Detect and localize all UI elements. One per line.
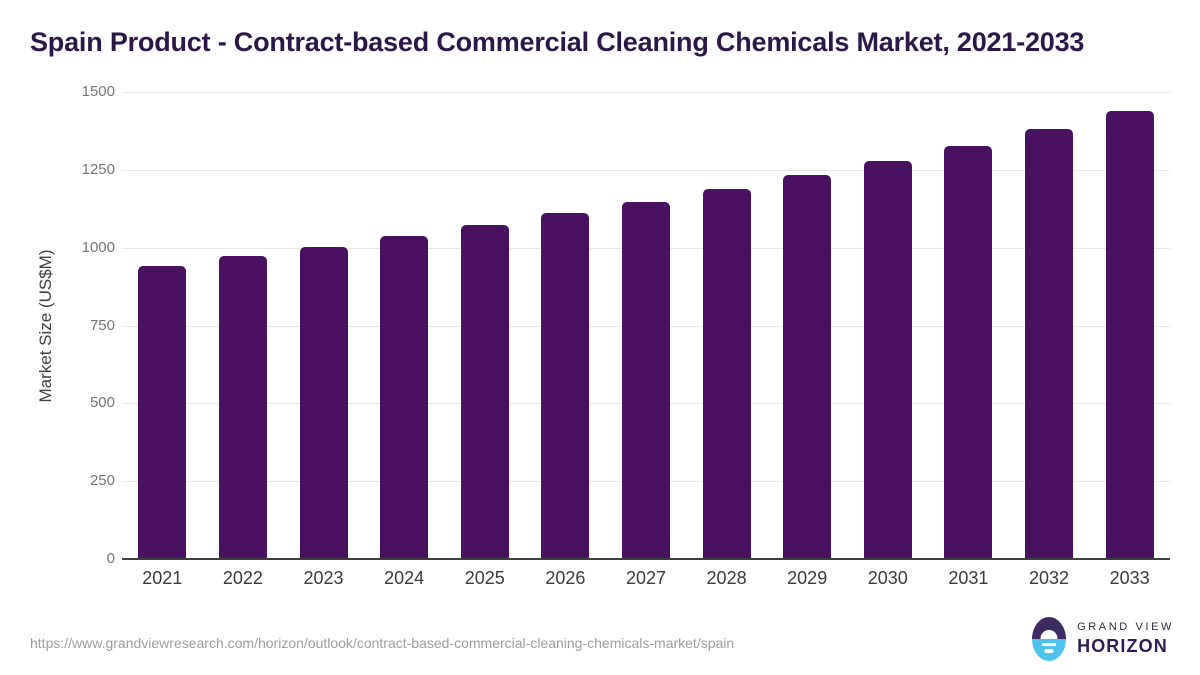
logo-brand-line: GRAND VIEW (1077, 621, 1174, 633)
x-axis-line (122, 558, 1170, 560)
y-axis-tick-labels: 0 250 500 750 1000 1250 1500 (55, 84, 115, 567)
y-tick-1000: 1000 (81, 238, 115, 256)
x-axis-tick-labels: 2021 2022 2023 2024 2025 2026 2027 2028 2029 2030… (122, 568, 1170, 589)
bar-2024 (380, 235, 429, 559)
logo-text: GRAND VIEW HORIZON (1077, 621, 1174, 657)
bar-2028 (702, 189, 751, 559)
bar-slot-2032 (1009, 92, 1090, 559)
logo-reflection-bar-1 (1042, 642, 1057, 646)
chart-title: Spain Product - Contract-based Commercia… (30, 27, 1085, 57)
gridline-1250 (122, 169, 1170, 171)
source-url: https://www.grandviewresearch.com/horizo… (30, 635, 735, 651)
bar-2023 (299, 246, 348, 559)
x-tick-2023: 2023 (303, 568, 344, 588)
bar-slot-2033 (1089, 92, 1170, 559)
y-tick-750: 750 (89, 316, 115, 334)
y-tick-500: 500 (89, 394, 115, 412)
bar-slot-2024 (364, 92, 445, 559)
x-tick-2029: 2029 (787, 568, 828, 588)
x-tick-2025: 2025 (464, 568, 505, 588)
bar-slot-2025 (444, 92, 525, 559)
x-tick-2032: 2032 (1028, 568, 1070, 588)
sunrise-logo-icon (1032, 617, 1067, 661)
bar-slot-2030 (847, 92, 928, 559)
bar-2032 (1025, 128, 1073, 559)
bar-2021 (138, 266, 187, 559)
plot-area (122, 92, 1170, 560)
y-axis-title: Market Size (US$M) (36, 249, 55, 403)
x-tick-2030: 2030 (867, 568, 908, 588)
x-tick-2028: 2028 (706, 568, 747, 588)
bar-slot-2026 (525, 92, 606, 559)
logo-reflection-bar-2 (1044, 649, 1054, 653)
bar-slot-2027 (606, 92, 687, 559)
bar-2030 (863, 161, 912, 559)
y-tick-0: 0 (106, 550, 115, 567)
grandview-horizon-logo: GRAND VIEW HORIZON (1032, 617, 1174, 661)
bar-slot-2023 (283, 92, 364, 559)
bar-2031 (944, 145, 993, 559)
y-tick-250: 250 (89, 472, 115, 490)
y-tick-1250: 1250 (81, 160, 115, 178)
logo-sun-dome (1040, 630, 1058, 639)
x-tick-2033: 2033 (1109, 568, 1150, 588)
bar-series (122, 92, 1170, 559)
bar-slot-2028 (686, 92, 767, 559)
bar-2029 (783, 175, 832, 559)
x-tick-2027: 2027 (625, 568, 666, 588)
logo-product-line: HORIZON (1077, 636, 1168, 656)
bar-slot-2022 (203, 92, 284, 559)
bar-slot-2031 (928, 92, 1009, 559)
y-tick-1500: 1500 (81, 83, 115, 100)
x-tick-2024: 2024 (384, 568, 425, 588)
x-tick-2031: 2031 (948, 568, 989, 588)
bar-slot-2021 (122, 92, 203, 559)
bar-2022 (218, 256, 267, 559)
gridline-1500 (122, 92, 1170, 93)
x-tick-2021: 2021 (142, 568, 183, 588)
bar-2033 (1105, 111, 1154, 559)
bar-2027 (621, 201, 670, 559)
x-tick-2022: 2022 (222, 568, 263, 588)
bar-slot-2029 (767, 92, 848, 559)
x-tick-2026: 2026 (545, 568, 586, 588)
bar-2026 (541, 213, 590, 559)
bar-2025 (460, 224, 509, 559)
